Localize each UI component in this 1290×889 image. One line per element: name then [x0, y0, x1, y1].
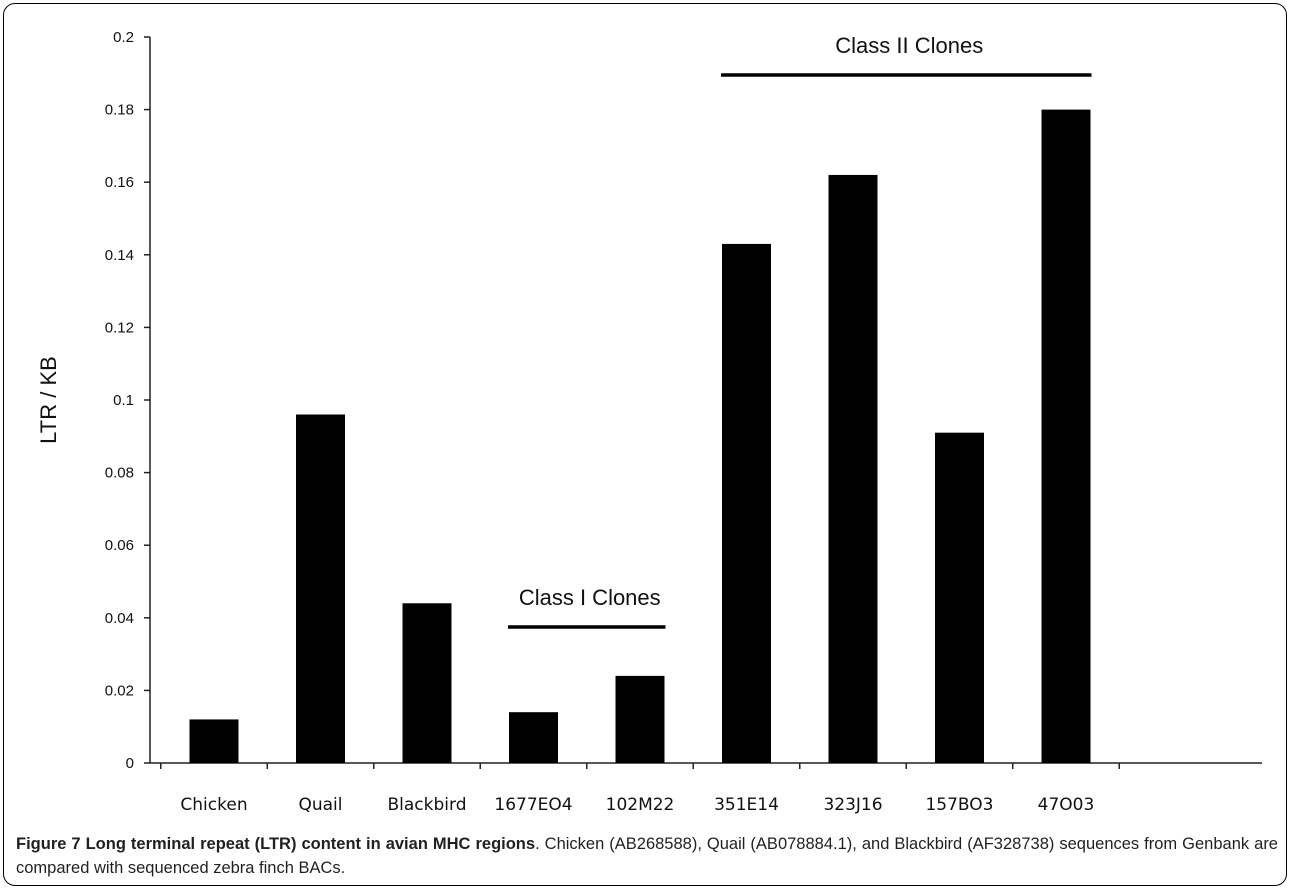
x-tick-label: 47O03: [1038, 795, 1095, 815]
bar-323j16: [828, 174, 878, 763]
y-tick-label: 0.02: [105, 682, 134, 699]
y-tick-label: 0.08: [105, 465, 134, 482]
y-axis: 0 0.02 0.04 0.06 0.08 0.1 0.12 0.14 0.16 0.18 0.2: [105, 29, 151, 772]
bar-1677eo4: [509, 712, 558, 763]
x-tick-label: Blackbird: [388, 795, 467, 815]
y-tick-label: 0.18: [105, 102, 134, 119]
caption-text: . Chicken (AB268588), Quail (AB078884.1)…: [16, 835, 1278, 877]
bar-351e14: [722, 243, 771, 763]
x-tick-label: 1677EO4: [494, 795, 572, 815]
y-tick-label: 0.12: [105, 319, 134, 336]
x-tick-label: 157BO3: [925, 795, 993, 815]
bar-102m22: [615, 675, 665, 763]
x-tick-label: 323J16: [823, 795, 882, 815]
bar-chart: 00.020.040.060.080.10.120.140.160.180.2 …: [36, 29, 1262, 815]
bar-quail: [296, 414, 345, 763]
annotation-label: Class II Clones: [835, 33, 983, 58]
x-tick-label: Chicken: [180, 795, 247, 815]
x-axis: Chicken Quail Blackbird 1677EO4 102M22 351E14…: [150, 762, 1262, 815]
caption-label: Figure 7 Long terminal repeat (LTR) cont…: [16, 835, 536, 853]
annotations: Class I Clones Class II Clones: [508, 33, 1092, 629]
y-tick-label: 0: [126, 755, 134, 772]
y-axis-label: LTR / KB: [36, 356, 61, 444]
bar-47o03: [1041, 109, 1091, 764]
bar-157bo3: [935, 432, 984, 763]
y-tick-label: 0.16: [105, 174, 134, 191]
x-tick-label: 351E14: [714, 795, 779, 815]
x-tick-label: Quail: [298, 795, 342, 815]
y-tick-label: 0.14: [105, 247, 134, 264]
y-tick-label: 0.04: [105, 610, 134, 627]
bar-blackbird: [402, 603, 452, 763]
y-tick-label: 0.1: [113, 392, 134, 409]
y-tick-label: 0.06: [105, 537, 134, 554]
bar-chicken: [189, 719, 239, 763]
figure-caption: Figure 7 Long terminal repeat (LTR) cont…: [16, 832, 1278, 880]
bars: [189, 109, 1091, 764]
annotation-label: Class I Clones: [519, 585, 661, 610]
x-tick-label: 102M22: [606, 795, 675, 815]
y-tick-label: 0.2: [113, 29, 134, 46]
